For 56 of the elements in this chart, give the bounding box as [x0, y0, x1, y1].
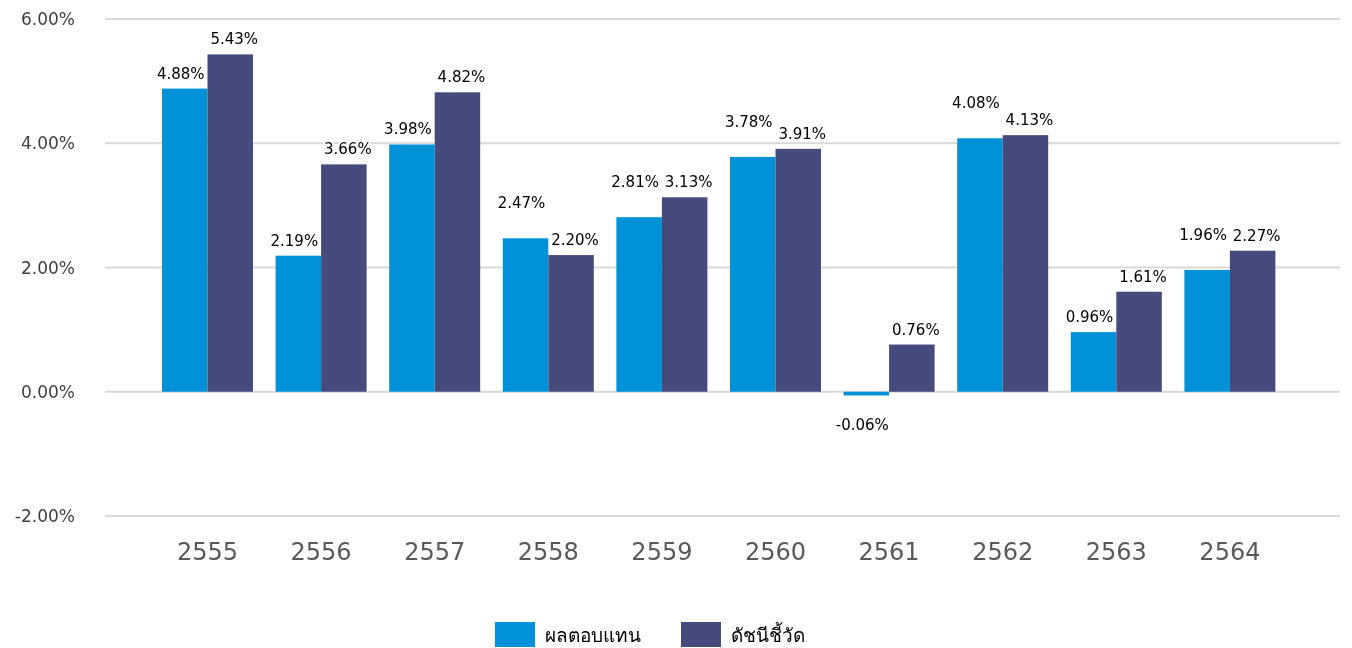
y-tick-label: 2.00% [20, 257, 75, 278]
x-tick-label: 2563 [1085, 538, 1147, 566]
bar [889, 344, 935, 392]
bar [616, 217, 662, 392]
data-label: 1.61% [1119, 267, 1167, 286]
bar [207, 54, 253, 392]
bar [275, 255, 322, 392]
bar [1116, 291, 1162, 392]
bar [434, 92, 481, 392]
data-label: 0.76% [892, 320, 940, 339]
x-tick-label: 2562 [972, 538, 1034, 566]
data-label: 2.19% [270, 231, 319, 250]
data-label: 3.66% [324, 140, 372, 159]
data-label: 2.20% [551, 231, 599, 250]
legend-label: ผลตอบแทน [545, 624, 641, 646]
bar [1229, 250, 1276, 392]
y-tick-label: 6.00% [20, 9, 75, 29]
data-label: 3.78% [724, 112, 773, 131]
data-label: 1.96% [1179, 225, 1227, 244]
bar [661, 197, 708, 392]
bar [957, 138, 1003, 392]
x-tick-label: 2556 [290, 538, 352, 566]
data-label: 3.98% [384, 120, 432, 139]
y-tick-label: 4.00% [20, 133, 75, 154]
data-label: 4.82% [437, 68, 486, 87]
x-tick-label: 2559 [631, 538, 693, 566]
y-tick-label: -2.00% [14, 506, 75, 526]
data-label: -0.06% [835, 415, 889, 434]
bar [502, 238, 549, 392]
y-tick-label: 0.00% [20, 381, 75, 402]
x-tick-label: 2560 [744, 538, 807, 566]
data-label: 4.88% [156, 64, 205, 83]
bar [730, 156, 776, 392]
x-tick-label: 2564 [1199, 538, 1261, 566]
bar [321, 164, 367, 392]
x-tick-label: 2557 [404, 538, 466, 566]
data-label: 4.13% [1005, 111, 1054, 130]
bar [1070, 332, 1117, 392]
x-tick-label: 2561 [858, 538, 920, 566]
bar [1002, 135, 1049, 392]
data-label: 3.91% [778, 124, 827, 143]
x-tick-label: 2555 [176, 538, 239, 566]
data-label: 4.08% [952, 94, 1000, 113]
bar [1184, 269, 1230, 392]
data-label: 3.13% [664, 173, 713, 192]
data-label: 0.96% [1065, 308, 1114, 327]
data-label: 5.43% [210, 30, 259, 49]
data-label: 2.27% [1232, 226, 1281, 245]
bar [162, 88, 208, 392]
bar [389, 144, 435, 392]
x-tick-label: 2558 [517, 538, 579, 566]
legend-label: ดัชนีชี้วัด [731, 622, 805, 646]
data-label: 2.81% [611, 173, 659, 192]
bar [775, 148, 821, 392]
bar [548, 255, 594, 392]
data-label: 2.47% [497, 194, 546, 213]
